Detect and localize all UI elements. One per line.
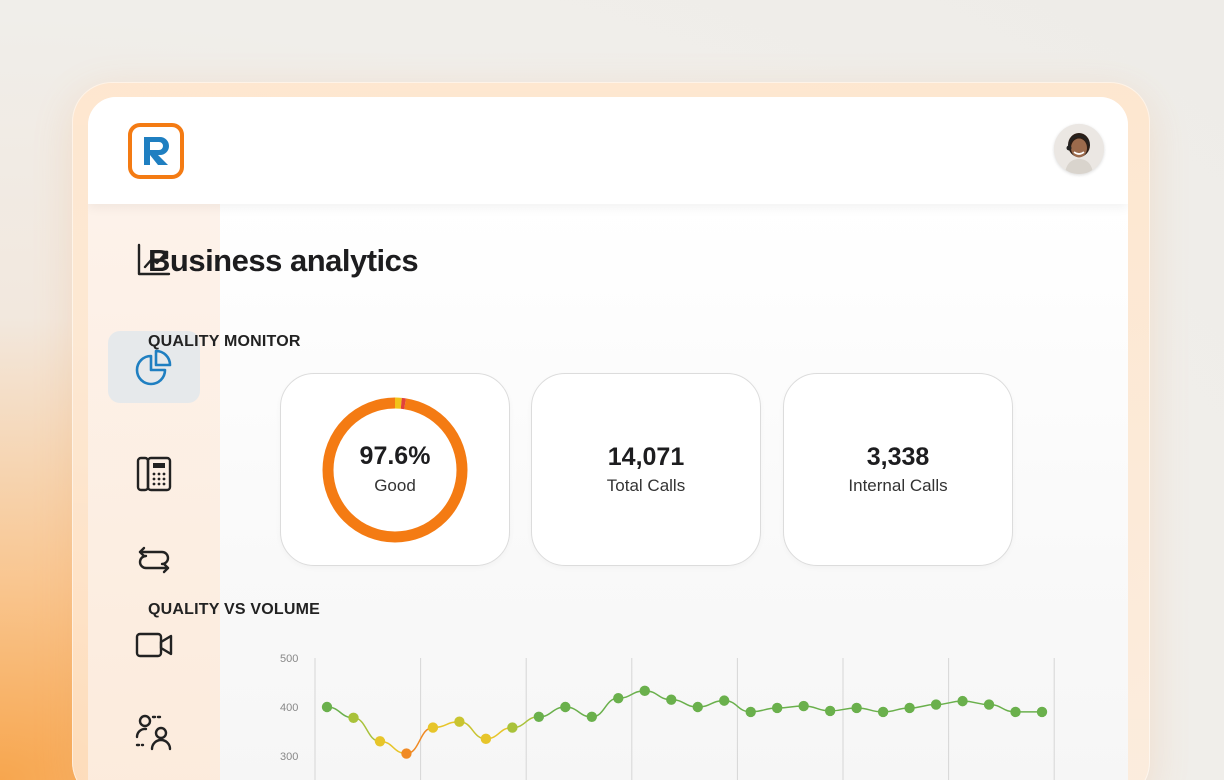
internal-calls-value: 3,338	[866, 443, 930, 471]
chart-point[interactable]	[348, 712, 359, 723]
sidebar-item-contacts[interactable]	[108, 696, 200, 768]
sidebar-item-reports[interactable]	[108, 331, 200, 403]
chart-point[interactable]	[824, 705, 836, 717]
chart-point[interactable]	[771, 702, 783, 714]
video-camera-icon	[135, 632, 173, 658]
chart-point[interactable]	[666, 694, 677, 705]
quality-vs-volume-label: QUALITY VS VOLUME	[148, 601, 321, 618]
quality-value: 97.6%	[359, 442, 431, 470]
y-tick-label: 500	[280, 653, 298, 665]
chart-point[interactable]	[983, 699, 995, 710]
chart-point[interactable]	[957, 695, 968, 707]
chart-point[interactable]	[1036, 706, 1048, 718]
user-avatar[interactable]	[1054, 124, 1104, 174]
chart-point[interactable]	[851, 702, 862, 714]
chart-point[interactable]	[480, 733, 492, 745]
transfer-arrows-icon	[138, 546, 170, 574]
top-bar	[88, 97, 1128, 204]
quality-donut	[322, 397, 468, 543]
internal-calls-label: Internal Calls	[848, 476, 948, 495]
chart-point[interactable]	[401, 748, 412, 759]
sidebar-item-analytics[interactable]	[108, 224, 200, 296]
chart-line-segment	[353, 717, 381, 743]
chart-point[interactable]	[454, 716, 465, 727]
chart-point[interactable]	[877, 706, 889, 718]
sidebar-item-transfer[interactable]	[108, 524, 200, 596]
chart-point[interactable]	[930, 699, 942, 710]
y-tick-label: 300	[280, 751, 298, 763]
y-tick-label: 400	[280, 702, 298, 714]
user-photo-icon	[1054, 124, 1104, 174]
brand-logo[interactable]	[128, 123, 184, 179]
chart-point[interactable]	[904, 702, 915, 714]
total-calls-label: Total Calls	[606, 476, 686, 495]
sidebar	[88, 204, 220, 780]
sidebar-item-phone[interactable]	[108, 438, 200, 510]
total-calls-card[interactable]: 14,071 Total Calls	[531, 373, 761, 566]
chart-line-segment	[406, 726, 434, 755]
chart-point[interactable]	[374, 736, 386, 747]
chart-point[interactable]	[692, 701, 703, 713]
r-logo-icon	[144, 137, 169, 165]
total-calls-value: 14,071	[607, 443, 685, 471]
phone-dialer-icon	[136, 456, 172, 492]
app-window: 500 400 300 Business analytics QUALITY MON…	[88, 97, 1128, 780]
users-icon	[135, 714, 172, 751]
chart-points	[321, 685, 1048, 759]
chart-point[interactable]	[639, 685, 650, 697]
chart-point[interactable]	[613, 692, 624, 704]
quality-card[interactable]: 97.6% Good	[280, 373, 510, 566]
chart-y-ticks: 500 400 300	[280, 653, 298, 763]
donut-segment-fair	[322, 397, 468, 543]
internal-calls-card[interactable]: 3,338 Internal Calls	[783, 373, 1013, 566]
pie-chart-icon	[135, 349, 172, 386]
chart-point[interactable]	[798, 700, 809, 712]
chart-point[interactable]	[321, 701, 333, 713]
chart-point[interactable]	[586, 711, 598, 722]
chart-point[interactable]	[719, 695, 730, 706]
trend-chart-icon	[137, 243, 171, 276]
chart-point[interactable]	[427, 722, 439, 733]
quality-monitor-label: QUALITY MONITOR	[148, 333, 301, 350]
sidebar-item-video[interactable]	[108, 609, 200, 681]
page-title: Business analytics	[148, 243, 419, 278]
chart-point[interactable]	[560, 701, 571, 713]
chart-point[interactable]	[1010, 706, 1021, 718]
quality-label: Good	[374, 476, 416, 495]
chart-grid	[314, 658, 1055, 780]
chart-point[interactable]	[533, 711, 545, 722]
chart-point[interactable]	[507, 722, 518, 733]
chart-point[interactable]	[745, 706, 756, 718]
